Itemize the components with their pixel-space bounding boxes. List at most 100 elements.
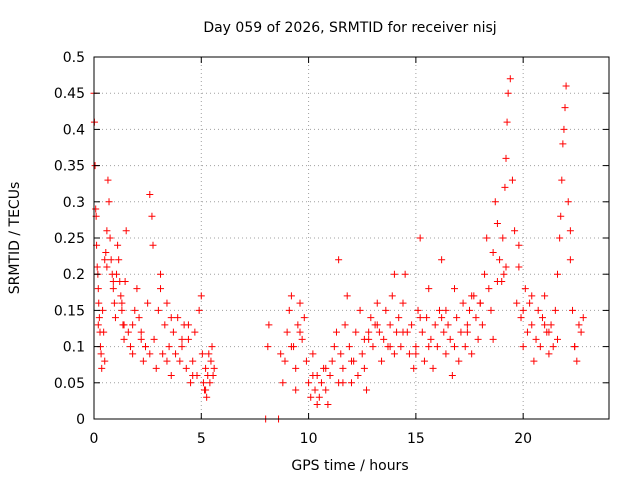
data-point bbox=[105, 198, 113, 206]
data-point bbox=[521, 285, 529, 293]
data-point bbox=[446, 335, 454, 343]
data-point bbox=[442, 306, 450, 314]
data-point bbox=[566, 227, 574, 235]
data-point bbox=[187, 379, 195, 387]
data-point bbox=[478, 321, 486, 329]
data-point bbox=[135, 314, 143, 322]
data-point bbox=[444, 321, 452, 329]
data-point bbox=[388, 292, 396, 300]
data-point bbox=[551, 306, 559, 314]
data-point bbox=[408, 321, 416, 329]
data-point bbox=[98, 364, 106, 372]
data-point bbox=[99, 306, 107, 314]
data-points bbox=[90, 75, 587, 423]
data-point bbox=[102, 248, 110, 256]
data-point bbox=[541, 321, 549, 329]
data-point bbox=[433, 343, 441, 351]
data-point bbox=[519, 343, 527, 351]
data-point bbox=[365, 328, 373, 336]
data-point bbox=[341, 321, 349, 329]
data-point bbox=[115, 256, 123, 264]
data-point bbox=[493, 277, 501, 285]
data-point bbox=[420, 357, 428, 365]
data-point bbox=[541, 292, 549, 300]
data-point bbox=[324, 401, 332, 409]
data-point bbox=[438, 314, 446, 322]
data-point bbox=[354, 372, 362, 380]
x-tick-label: 20 bbox=[514, 431, 532, 447]
data-point bbox=[373, 299, 381, 307]
data-point bbox=[496, 256, 504, 264]
data-point bbox=[348, 379, 355, 387]
data-point bbox=[103, 227, 111, 235]
data-point bbox=[124, 328, 132, 336]
data-point bbox=[513, 299, 521, 307]
data-point bbox=[294, 321, 302, 329]
data-point bbox=[161, 321, 169, 329]
data-point bbox=[296, 328, 304, 336]
y-tick-label: 0.05 bbox=[54, 376, 85, 392]
data-point bbox=[489, 248, 497, 256]
data-point bbox=[330, 343, 338, 351]
data-point bbox=[149, 241, 157, 249]
data-point bbox=[178, 335, 186, 343]
data-point bbox=[103, 263, 111, 271]
data-point bbox=[302, 357, 310, 365]
data-point bbox=[133, 285, 141, 293]
data-point bbox=[461, 343, 469, 351]
data-point bbox=[309, 350, 317, 358]
data-point bbox=[279, 379, 287, 387]
data-point bbox=[358, 350, 366, 358]
data-point bbox=[401, 270, 409, 278]
data-point bbox=[163, 357, 171, 365]
data-point bbox=[174, 314, 182, 322]
data-point bbox=[332, 328, 340, 336]
data-point bbox=[287, 343, 295, 351]
data-point bbox=[178, 343, 186, 351]
data-point bbox=[109, 285, 117, 293]
data-point bbox=[202, 364, 210, 372]
data-point bbox=[95, 299, 103, 307]
data-point bbox=[435, 306, 443, 314]
data-point bbox=[506, 75, 514, 83]
data-point bbox=[547, 321, 555, 329]
data-point bbox=[554, 270, 561, 278]
y-tick-label: 0.1 bbox=[63, 340, 85, 356]
data-point bbox=[378, 357, 386, 365]
data-point bbox=[382, 306, 390, 314]
data-point bbox=[322, 364, 330, 372]
data-point bbox=[191, 328, 199, 336]
data-point bbox=[511, 227, 519, 235]
data-point bbox=[348, 357, 355, 365]
y-tick-label: 0.15 bbox=[54, 303, 85, 319]
data-point bbox=[463, 328, 471, 336]
data-point bbox=[202, 386, 210, 394]
data-point bbox=[199, 379, 207, 387]
y-tick-label: 0.2 bbox=[63, 267, 85, 283]
data-point bbox=[111, 314, 119, 322]
data-point bbox=[545, 328, 553, 336]
data-point bbox=[157, 270, 165, 278]
data-point bbox=[345, 343, 353, 351]
data-point bbox=[94, 321, 102, 329]
data-point bbox=[538, 314, 546, 322]
data-point bbox=[285, 306, 293, 314]
data-point bbox=[453, 314, 461, 322]
data-point bbox=[373, 321, 381, 329]
data-point bbox=[564, 198, 572, 206]
data-point bbox=[120, 335, 128, 343]
data-point bbox=[167, 314, 175, 322]
data-point bbox=[463, 321, 471, 329]
data-point bbox=[360, 364, 368, 372]
data-point bbox=[208, 343, 216, 351]
y-axis-label: SRMTID / TECUs bbox=[7, 182, 23, 295]
data-point bbox=[562, 82, 570, 90]
data-point bbox=[339, 364, 347, 372]
y-tick-label: 0.25 bbox=[54, 231, 85, 247]
data-point bbox=[474, 335, 482, 343]
data-point bbox=[113, 270, 121, 278]
data-point bbox=[121, 277, 129, 285]
data-point bbox=[438, 256, 446, 264]
data-point bbox=[528, 321, 536, 329]
